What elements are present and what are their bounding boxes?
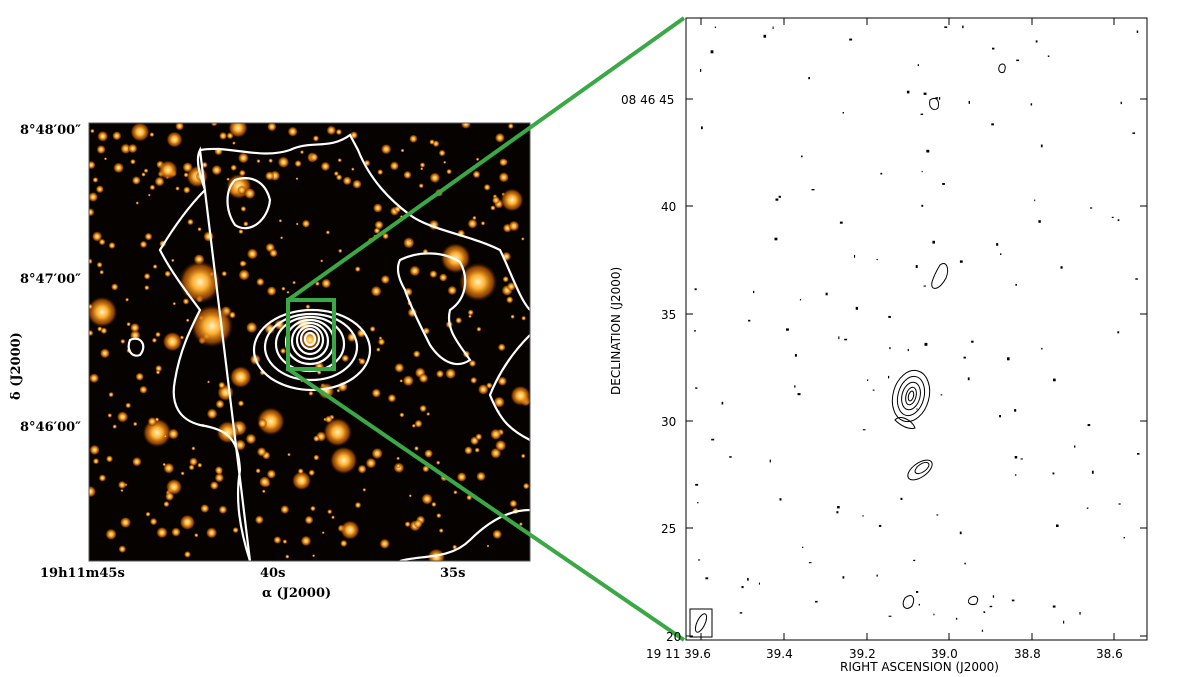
zoom-connectors: [286, 16, 686, 642]
right-y-tick-5: 20: [666, 630, 681, 644]
right-y-tick-2: 35: [661, 308, 676, 322]
zoom-line-bottom: [286, 367, 686, 642]
left-contours: [127, 133, 530, 561]
left-x-tick-0: 19h11m45s: [40, 566, 125, 581]
left-x-label: α (J2000): [262, 586, 331, 601]
right-contours: [689, 63, 1006, 638]
left-y-tick-2: 8°46′00″: [20, 420, 81, 435]
beam-ellipse: [694, 613, 708, 633]
left-y-label: δ (J2000): [9, 332, 24, 400]
left-y-tick-0: 8°48′00″: [20, 123, 81, 138]
left-x-tick-1: 40s: [260, 566, 285, 581]
right-ticks: [686, 18, 1147, 640]
left-x-tick-2: 35s: [440, 566, 465, 581]
right-x-tick-5: 38.6: [1096, 647, 1123, 661]
zoom-line-top: [286, 16, 686, 302]
noise-specks: [694, 25, 1140, 632]
right-x-tick-2: 39.2: [849, 647, 876, 661]
left-y-tick-1: 8°47′00″: [20, 272, 81, 287]
right-y-tick-0: 08 46 45: [621, 93, 674, 107]
right-x-label: RIGHT ASCENSION (J2000): [840, 660, 999, 674]
right-x-tick-1: 39.4: [766, 647, 793, 661]
right-y-tick-1: 40: [661, 200, 676, 214]
right-panel: 08 46 45 40 35 30 25 20 19 11 39.6 39.4 …: [609, 17, 1148, 674]
left-frame: [88, 122, 531, 562]
right-y-tick-3: 30: [661, 415, 676, 429]
contour-outer: [158, 133, 530, 561]
beam-box: [689, 608, 713, 638]
right-x-tick-4: 38.8: [1014, 647, 1041, 661]
right-y-tick-4: 25: [661, 522, 676, 536]
contour-right: [396, 252, 472, 366]
right-y-label: DECLINATION (J2000): [609, 267, 623, 395]
left-panel: 8°48′00″ 8°47′00″ 8°46′00″ 19h11m45s 40s…: [9, 122, 531, 601]
contour-small: [127, 337, 145, 357]
zoom-box: [286, 298, 336, 371]
right-x-tick-3: 39.0: [931, 647, 958, 661]
contour-inner: [226, 177, 272, 230]
right-frame: [685, 17, 1148, 641]
right-x-tick-0: 19 11 39.6: [646, 647, 711, 661]
